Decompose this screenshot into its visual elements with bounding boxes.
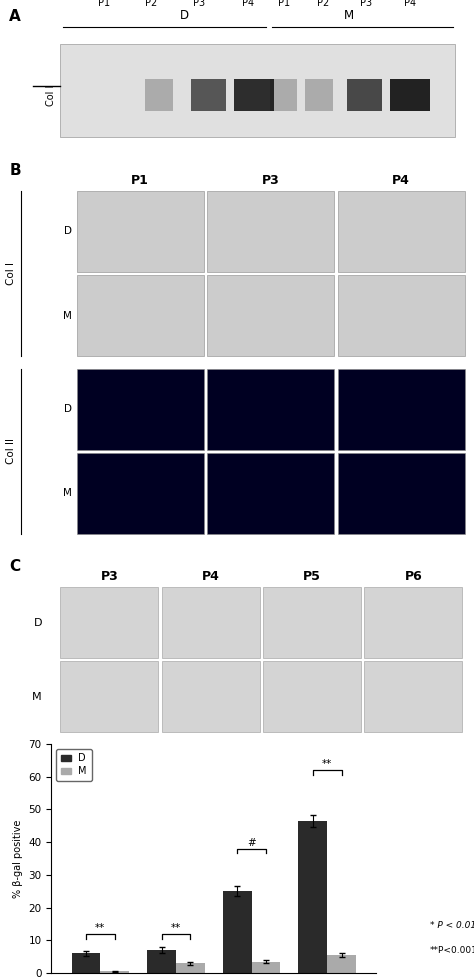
FancyBboxPatch shape: [338, 453, 465, 534]
Text: **P<0.001: **P<0.001: [430, 946, 474, 955]
FancyBboxPatch shape: [207, 191, 334, 272]
FancyBboxPatch shape: [77, 368, 203, 450]
Text: M: M: [344, 9, 354, 22]
FancyBboxPatch shape: [191, 78, 226, 112]
Text: P6: P6: [404, 569, 422, 582]
Text: P1: P1: [277, 0, 290, 8]
Text: M: M: [32, 692, 42, 702]
Text: P4: P4: [242, 0, 254, 8]
Text: Col I: Col I: [6, 262, 16, 285]
FancyBboxPatch shape: [77, 275, 203, 356]
Text: P3: P3: [360, 0, 373, 8]
Text: M: M: [63, 311, 72, 320]
FancyBboxPatch shape: [61, 587, 158, 659]
FancyBboxPatch shape: [162, 662, 260, 732]
FancyBboxPatch shape: [365, 587, 462, 659]
FancyBboxPatch shape: [234, 78, 273, 112]
Text: C: C: [9, 560, 20, 574]
Text: P4: P4: [392, 173, 410, 187]
FancyBboxPatch shape: [162, 587, 260, 659]
FancyBboxPatch shape: [338, 191, 465, 272]
FancyBboxPatch shape: [338, 275, 465, 356]
Text: P3: P3: [100, 569, 118, 582]
Text: P2: P2: [317, 0, 329, 8]
FancyBboxPatch shape: [207, 275, 334, 356]
Text: * P < 0.01: * P < 0.01: [430, 920, 474, 930]
FancyBboxPatch shape: [263, 662, 361, 732]
Text: P4: P4: [404, 0, 416, 8]
FancyBboxPatch shape: [207, 368, 334, 450]
Text: P5: P5: [303, 569, 321, 582]
Text: P1: P1: [98, 0, 110, 8]
Text: D: D: [64, 226, 72, 236]
Text: P3: P3: [192, 0, 205, 8]
Text: Col I: Col I: [46, 84, 56, 106]
Text: D: D: [180, 9, 190, 22]
FancyBboxPatch shape: [61, 662, 158, 732]
FancyBboxPatch shape: [305, 78, 333, 112]
FancyBboxPatch shape: [146, 78, 173, 112]
FancyBboxPatch shape: [365, 662, 462, 732]
Text: D: D: [64, 404, 72, 415]
FancyBboxPatch shape: [77, 191, 203, 272]
Text: P1: P1: [131, 173, 149, 187]
Text: M: M: [63, 488, 72, 499]
FancyBboxPatch shape: [390, 78, 429, 112]
FancyBboxPatch shape: [270, 78, 297, 112]
Text: P4: P4: [202, 569, 219, 582]
FancyBboxPatch shape: [61, 44, 456, 137]
FancyBboxPatch shape: [77, 453, 203, 534]
FancyBboxPatch shape: [338, 368, 465, 450]
Text: A: A: [9, 9, 21, 24]
Text: Col II: Col II: [6, 438, 16, 465]
FancyBboxPatch shape: [207, 453, 334, 534]
Text: B: B: [9, 164, 21, 178]
Text: P2: P2: [145, 0, 157, 8]
FancyBboxPatch shape: [347, 78, 382, 112]
Text: D: D: [33, 617, 42, 628]
FancyBboxPatch shape: [263, 587, 361, 659]
Text: P3: P3: [262, 173, 280, 187]
